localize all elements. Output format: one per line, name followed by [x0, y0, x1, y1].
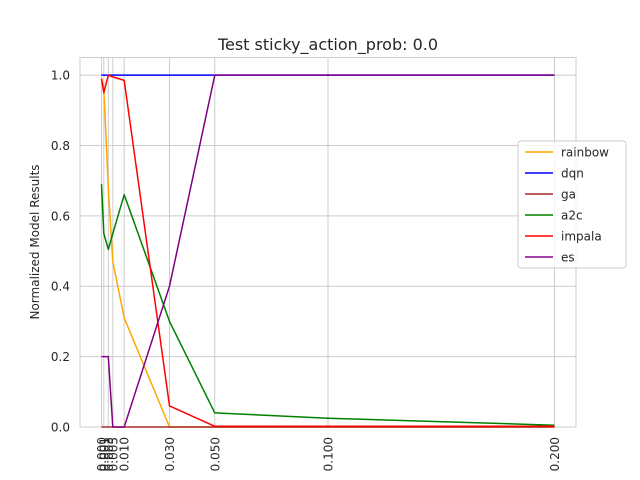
- legend-box: [517, 140, 627, 269]
- y-tick-label: 1.0: [51, 69, 70, 83]
- y-axis-label: Normalized Model Results: [28, 164, 42, 319]
- series-lines: [100, 74, 555, 428]
- x-tick-label: 0.003: [102, 437, 116, 471]
- x-tick-label: 0.005: [106, 437, 120, 471]
- series-line-a2c: [100, 184, 555, 426]
- legend-label: rainbow: [561, 146, 609, 160]
- series-line-impala: [100, 74, 555, 428]
- chart-title: Test sticky_action_prob: 0.0: [217, 35, 438, 55]
- legend-label: impala: [561, 230, 602, 244]
- grid-lines: [80, 57, 576, 428]
- y-axis-ticks: 0.0 0.2 0.4 0.6 0.8 1.0: [51, 69, 70, 435]
- legend-label: dqn: [561, 167, 584, 181]
- x-tick-label: 0.010: [118, 437, 132, 471]
- legend: rainbow dqn ga a2c impala es: [517, 140, 627, 269]
- legend-label: ga: [561, 188, 576, 202]
- y-tick-label: 0.0: [51, 421, 70, 435]
- y-tick-label: 0.2: [51, 350, 70, 364]
- x-tick-label: 0.000: [95, 437, 109, 471]
- y-tick-label: 0.6: [51, 209, 70, 223]
- y-tick-label: 0.4: [51, 280, 70, 294]
- x-tick-label: 0.001: [97, 437, 111, 471]
- x-tick-label: 0.050: [208, 437, 222, 471]
- y-tick-label: 0.8: [51, 139, 70, 153]
- legend-label: a2c: [561, 209, 583, 223]
- series-line-es: [101, 74, 555, 428]
- legend-label: es: [561, 251, 575, 265]
- x-tick-label: 0.030: [163, 437, 177, 471]
- x-tick-label: 0.100: [322, 437, 336, 471]
- x-tick-label: 0.200: [548, 437, 562, 471]
